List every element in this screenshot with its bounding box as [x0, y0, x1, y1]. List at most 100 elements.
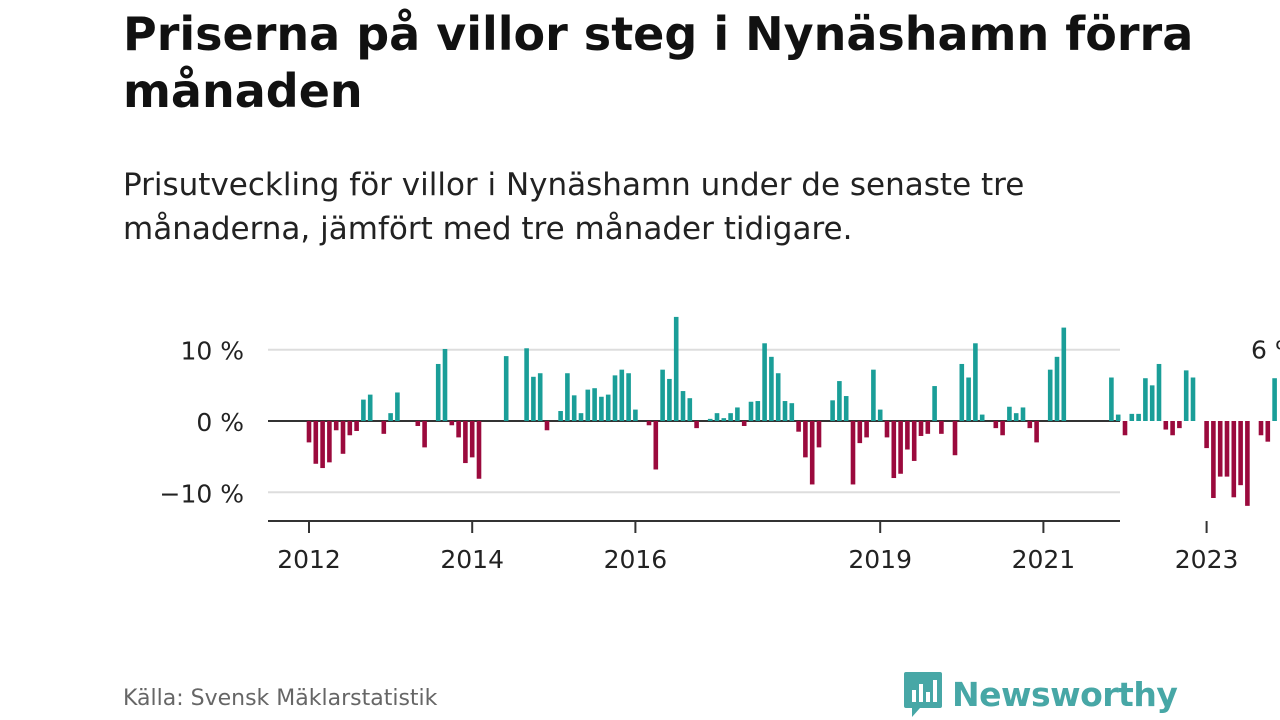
bar	[503, 356, 509, 421]
x-tick-label: 2023	[1175, 545, 1239, 574]
bar	[762, 343, 767, 421]
bar	[741, 421, 747, 426]
bar	[925, 421, 931, 434]
newsworthy-logo-icon	[904, 672, 942, 717]
bar	[769, 356, 774, 421]
bar	[871, 369, 876, 421]
bar	[809, 421, 815, 485]
bar	[1109, 377, 1114, 421]
bar	[585, 389, 591, 421]
bar	[388, 413, 393, 421]
bar	[1013, 413, 1019, 421]
bar	[333, 421, 339, 431]
bar	[1000, 421, 1005, 436]
bar	[1177, 421, 1182, 429]
bar	[850, 421, 856, 485]
bar	[558, 411, 563, 421]
bar	[973, 343, 978, 421]
bar	[463, 421, 468, 464]
y-axis-ticks: 10 % 0 % −10 %	[160, 337, 244, 509]
bar	[694, 421, 699, 429]
bar	[1129, 413, 1135, 421]
bar	[857, 421, 863, 444]
bar	[1027, 421, 1033, 429]
bar	[449, 421, 455, 426]
bar	[1272, 378, 1277, 421]
bar	[905, 421, 910, 450]
bar	[1245, 421, 1250, 506]
bar	[354, 421, 359, 431]
bar	[476, 421, 482, 479]
bar	[395, 392, 400, 421]
bar	[531, 376, 536, 421]
bar	[939, 421, 944, 434]
bar	[537, 373, 543, 421]
bar	[1258, 421, 1264, 436]
x-tick-label: 2016	[604, 545, 668, 574]
bar	[830, 400, 835, 421]
bar	[673, 316, 679, 421]
bar-chart: 10 % 0 % −10 % 2012 2014 2016 2019 2021 2023 6 …	[160, 316, 1280, 574]
annotations: 6 %	[1251, 336, 1280, 365]
newsworthy-logo: Newsworthy	[902, 670, 1178, 718]
bar	[633, 409, 638, 421]
bar	[469, 421, 475, 458]
bar	[979, 414, 985, 421]
bar	[667, 378, 672, 421]
bar	[653, 421, 659, 470]
bar	[1149, 385, 1155, 421]
bar	[544, 421, 550, 431]
bar	[755, 401, 761, 421]
bar	[320, 421, 325, 469]
bar	[803, 421, 808, 458]
bar	[646, 421, 652, 426]
bar	[367, 394, 373, 421]
bar	[1020, 407, 1026, 421]
bar	[1224, 421, 1230, 477]
bar	[361, 399, 366, 421]
bar	[524, 348, 529, 421]
bar	[1170, 421, 1175, 436]
bar	[877, 409, 883, 421]
bar	[1047, 369, 1053, 421]
x-tick-label: 2019	[848, 545, 912, 574]
brand-name: Newsworthy	[952, 674, 1178, 714]
bar	[891, 421, 897, 479]
bar	[1054, 356, 1060, 421]
bar	[571, 395, 577, 421]
y-tick-label: 10 %	[180, 337, 244, 366]
bar	[952, 421, 958, 456]
bar	[422, 421, 427, 448]
bar	[714, 413, 720, 421]
bar	[340, 421, 346, 454]
bar	[1217, 421, 1223, 477]
bar	[932, 386, 937, 421]
bar	[626, 373, 631, 421]
bar	[381, 421, 387, 434]
bar	[1190, 377, 1196, 421]
x-tick-label: 2012	[277, 545, 341, 574]
bar	[687, 398, 693, 421]
bar	[1265, 421, 1271, 442]
bar	[864, 421, 869, 438]
bar	[599, 396, 604, 421]
bar	[605, 394, 611, 421]
bar	[1143, 378, 1148, 421]
bar	[721, 418, 727, 421]
chart-title: Priserna på villor steg i Nynäshamn förr…	[123, 7, 1194, 118]
bar	[993, 421, 999, 429]
bar	[843, 396, 849, 421]
bar	[680, 391, 686, 421]
bar	[966, 377, 971, 421]
bar	[816, 421, 822, 448]
gridlines	[268, 348, 1120, 494]
source-note: Källa: Svensk Mäklarstatistik	[123, 686, 438, 711]
bar	[789, 403, 795, 421]
bars	[306, 316, 1277, 506]
bar	[1122, 421, 1128, 436]
bar	[565, 373, 570, 421]
bar	[775, 373, 781, 421]
bar	[347, 421, 353, 436]
bar	[578, 413, 584, 421]
bar	[327, 421, 332, 463]
